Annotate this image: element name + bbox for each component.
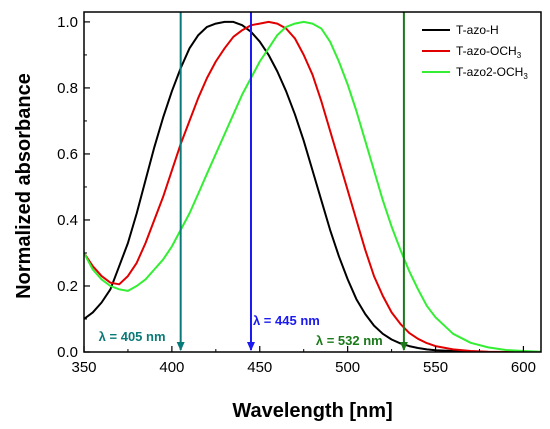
- marker-label-2: λ = 532 nm: [316, 333, 383, 348]
- y-axis-label: Normalized absorbance: [13, 73, 35, 299]
- legend-label-1: T-azo-OCH3: [456, 44, 522, 60]
- y-tick-label: 0.6: [57, 146, 78, 163]
- x-tick-label: 450: [247, 359, 272, 376]
- x-axis-label: Wavelength [nm]: [232, 400, 392, 422]
- series-line-2: [84, 20, 541, 352]
- marker-label-0: λ = 405 nm: [99, 329, 166, 344]
- series-lines: [84, 20, 541, 352]
- marker-arrowhead-1: [246, 342, 255, 351]
- legend-label-0: T-azo-H: [456, 23, 499, 37]
- x-tick-label: 600: [511, 359, 536, 376]
- y-tick-label: 0.4: [57, 212, 78, 229]
- marker-arrowhead-0: [176, 342, 185, 351]
- marker-arrowhead-2: [399, 342, 408, 351]
- legend: T-azo-H T-azo-OCH3 T-azo2-OCH3: [422, 23, 528, 81]
- y-tick-label: 0.2: [57, 278, 78, 295]
- marker-label-1: λ = 445 nm: [253, 313, 320, 328]
- x-tick-label: 350: [71, 359, 96, 376]
- legend-label-2: T-azo2-OCH3: [456, 65, 528, 81]
- wavelength-markers: λ = 405 nm λ = 445 nm λ = 532 nm: [99, 12, 408, 351]
- x-tick-label: 500: [335, 359, 360, 376]
- x-tick-label: 550: [423, 359, 448, 376]
- y-tick-label: 1.0: [57, 14, 78, 31]
- series-line-0: [84, 20, 541, 352]
- x-axis-ticks: 350 400 450 500 550 600: [71, 346, 536, 376]
- plot-frame: [83, 11, 542, 353]
- series-line-1: [84, 20, 541, 352]
- y-axis-ticks: 0.0 0.2 0.4 0.6 0.8 1.0: [57, 14, 90, 361]
- y-tick-label: 0.8: [57, 80, 78, 97]
- x-tick-label: 400: [159, 359, 184, 376]
- y-tick-label: 0.0: [57, 344, 78, 361]
